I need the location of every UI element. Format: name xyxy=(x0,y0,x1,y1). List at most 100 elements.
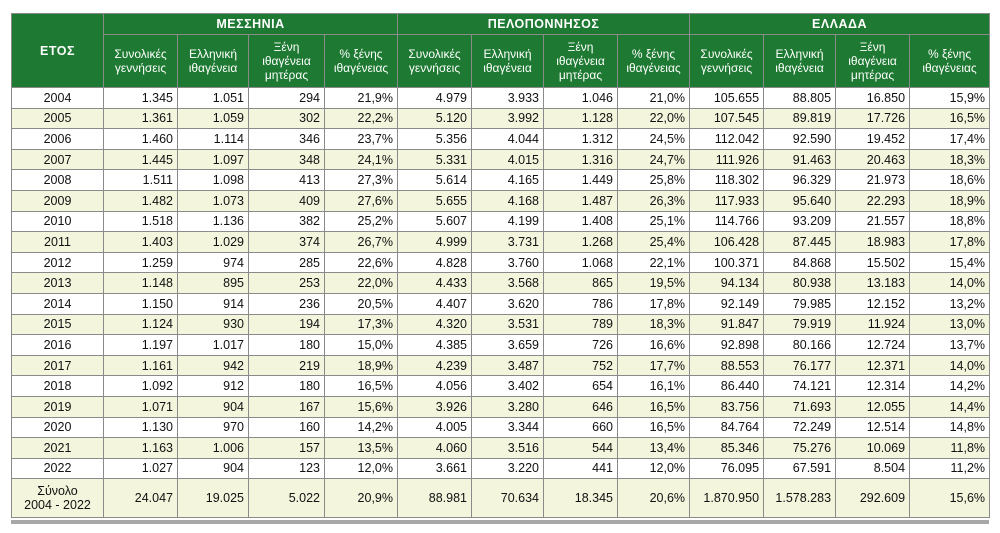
value-cell: 3.280 xyxy=(471,395,544,418)
region-header-ellada: ΕΛΛΑΔΑ xyxy=(689,13,991,35)
column-header-line: ιθαγένεια xyxy=(556,54,605,68)
value-cell: 3.516 xyxy=(471,437,544,459)
value-cell: 409 xyxy=(248,189,325,212)
value-cell: 15,0% xyxy=(324,334,398,356)
value-cell: 74.121 xyxy=(763,375,837,397)
table-row: 2009 1.482 1.073 409 27,6% 5.655 4.168 1.487 26,… xyxy=(11,189,991,212)
value-cell: 654 xyxy=(543,375,618,397)
value-cell: 26,7% xyxy=(324,231,398,253)
value-cell: 3.568 xyxy=(471,272,544,294)
value-cell: 22,2% xyxy=(324,107,398,130)
value-cell: 752 xyxy=(543,354,618,377)
value-cell: 346 xyxy=(248,128,325,150)
region-header-messinia: ΜΕΣΣΗΝΙΑ xyxy=(103,13,398,35)
value-cell: 1.511 xyxy=(103,169,178,191)
table-row: 2018 1.092 912 180 16,5% 4.056 3.402 654 16,1% 86… xyxy=(11,375,991,397)
total-value-cell: 19.025 xyxy=(177,478,249,519)
value-cell: 4.407 xyxy=(397,292,472,315)
value-cell: 92.898 xyxy=(689,334,765,356)
total-row: Σύνολο 2004 - 2022 24.047 19.025 5.022 20,9% 8… xyxy=(11,478,991,519)
value-cell: 16,5% xyxy=(616,395,691,418)
value-cell: 123 xyxy=(248,457,325,480)
column-header-line: μητέρας xyxy=(264,68,309,82)
value-cell: 85.346 xyxy=(689,437,765,459)
total-label-line: 2004 - 2022 xyxy=(24,498,91,513)
value-cell: 157 xyxy=(248,437,325,459)
table-row: 2019 1.071 904 167 15,6% 3.926 3.280 646 16,5% 83… xyxy=(11,395,991,418)
total-value-cell: 88.981 xyxy=(397,478,472,519)
year-cell: 2010 xyxy=(11,210,104,233)
value-cell: 80.938 xyxy=(763,272,837,294)
total-value-cell: 15,6% xyxy=(909,478,991,519)
value-cell: 3.402 xyxy=(471,375,544,397)
value-cell: 21.557 xyxy=(835,210,911,233)
column-header-line: Ξένη xyxy=(859,40,886,54)
value-cell: 14,2% xyxy=(324,416,398,439)
value-cell: 114.766 xyxy=(689,210,765,233)
column-header-line: % ξένης xyxy=(927,47,972,61)
column-header-line: ιθαγένεια xyxy=(262,54,311,68)
total-value-cell: 5.022 xyxy=(248,478,325,519)
column-header-line: Ελληνική xyxy=(775,47,824,61)
value-cell: 17,7% xyxy=(616,354,691,377)
value-cell: 14,8% xyxy=(909,416,991,439)
value-cell: 13.183 xyxy=(835,272,911,294)
value-cell: 348 xyxy=(248,148,325,171)
value-cell: 12,0% xyxy=(324,457,398,480)
value-cell: 789 xyxy=(543,313,618,336)
value-cell: 374 xyxy=(248,231,325,253)
value-cell: 26,3% xyxy=(616,189,691,212)
value-cell: 413 xyxy=(248,169,325,191)
table-row: 2021 1.163 1.006 157 13,5% 4.060 3.516 544 13,4%… xyxy=(11,437,991,459)
value-cell: 4.433 xyxy=(397,272,472,294)
value-cell: 5.655 xyxy=(397,189,472,212)
total-label-line: Σύνολο xyxy=(37,484,78,499)
births-table: ΕΤΟΣ ΜΕΣΣΗΝΙΑ ΠΕΛΟΠΟΝΝΗΣΟΣ ΕΛΛΑΔΑ Συνολι… xyxy=(11,13,991,519)
column-header: % ξένης ιθαγένειας xyxy=(909,34,991,88)
year-cell: 2015 xyxy=(11,313,104,336)
value-cell: 726 xyxy=(543,334,618,356)
value-cell: 25,4% xyxy=(616,231,691,253)
value-cell: 14,0% xyxy=(909,272,991,294)
value-cell: 16.850 xyxy=(835,87,911,109)
value-cell: 1.408 xyxy=(543,210,618,233)
value-cell: 89.819 xyxy=(763,107,837,130)
year-cell: 2016 xyxy=(11,334,104,356)
value-cell: 1.051 xyxy=(177,87,249,109)
value-cell: 5.607 xyxy=(397,210,472,233)
value-cell: 84.764 xyxy=(689,416,765,439)
column-header-line: Ελληνική xyxy=(188,47,238,61)
value-cell: 1.345 xyxy=(103,87,178,109)
column-header-line: Ελληνική xyxy=(483,47,532,61)
year-cell: 2007 xyxy=(11,148,104,171)
value-cell: 382 xyxy=(248,210,325,233)
table-row: 2011 1.403 1.029 374 26,7% 4.999 3.731 1.268 25,… xyxy=(11,231,991,253)
value-cell: 3.926 xyxy=(397,395,472,418)
value-cell: 15.502 xyxy=(835,251,911,274)
value-cell: 17,3% xyxy=(324,313,398,336)
value-cell: 4.056 xyxy=(397,375,472,397)
value-cell: 5.356 xyxy=(397,128,472,150)
value-cell: 15,6% xyxy=(324,395,398,418)
value-cell: 236 xyxy=(248,292,325,315)
column-header-line: % ξένης xyxy=(339,47,383,61)
value-cell: 544 xyxy=(543,437,618,459)
value-cell: 86.440 xyxy=(689,375,765,397)
value-cell: 84.868 xyxy=(763,251,837,274)
value-cell: 895 xyxy=(177,272,249,294)
value-cell: 12.152 xyxy=(835,292,911,315)
value-cell: 23,7% xyxy=(324,128,398,150)
value-cell: 1.098 xyxy=(177,169,249,191)
value-cell: 12.724 xyxy=(835,334,911,356)
value-cell: 219 xyxy=(248,354,325,377)
value-cell: 94.134 xyxy=(689,272,765,294)
total-value-cell: 20,9% xyxy=(324,478,398,519)
value-cell: 96.329 xyxy=(763,169,837,191)
value-cell: 106.428 xyxy=(689,231,765,253)
year-cell: 2021 xyxy=(11,437,104,459)
value-cell: 10.069 xyxy=(835,437,911,459)
table-row: 2004 1.345 1.051 294 21,9% 4.979 3.933 1.046 21,… xyxy=(11,87,991,109)
column-header-line: ιθαγένειας xyxy=(922,61,977,75)
table-body: 2004 1.345 1.051 294 21,9% 4.979 3.933 1.046 21,… xyxy=(11,87,991,480)
value-cell: 16,6% xyxy=(616,334,691,356)
